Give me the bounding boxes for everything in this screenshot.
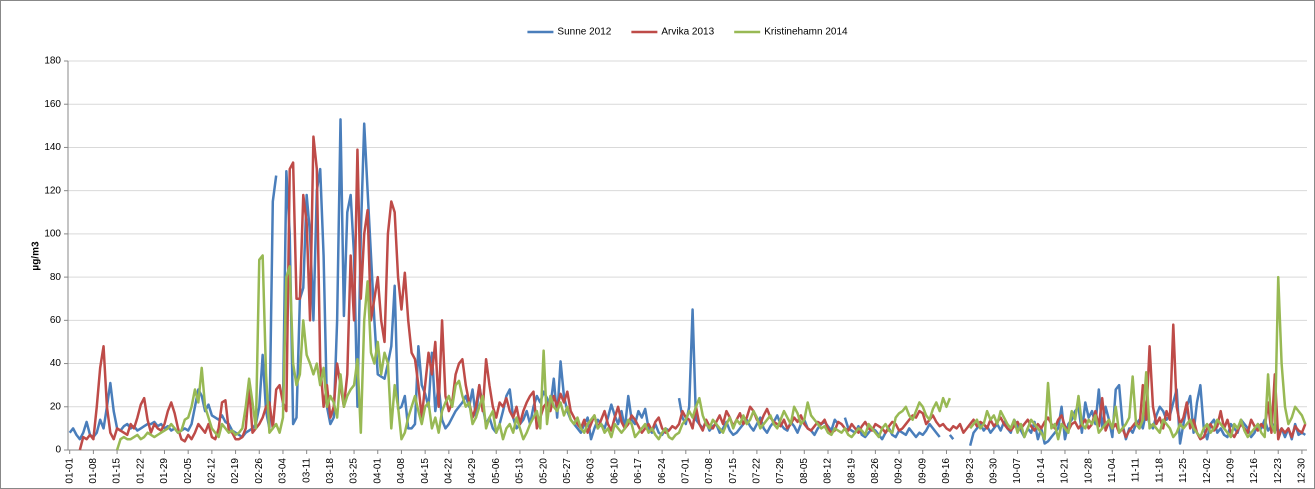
legend: Sunne 2012 Arvika 2013 Kristinehamn 2014 [527, 27, 848, 38]
legend-label: Kristinehamn 2014 [764, 27, 848, 38]
x-tick-label: 06-17 [633, 458, 644, 484]
x-tick-label: 02-19 [230, 458, 241, 484]
x-tick-label: 10-21 [1060, 458, 1071, 484]
y-tick-label: 140 [44, 142, 61, 153]
y-tick-label: 80 [50, 272, 62, 283]
x-tick-label: 10-28 [1083, 458, 1094, 484]
x-tick-label: 05-06 [491, 458, 502, 484]
x-tick-label: 02-05 [183, 458, 194, 484]
x-tick-label: 04-29 [467, 458, 478, 484]
series-line [115, 254, 1307, 451]
x-tick-label: 09-23 [965, 458, 976, 484]
x-tick-label: 07-29 [775, 458, 786, 484]
x-tick-label: 04-08 [396, 458, 407, 484]
x-tick-label: 11-04 [1107, 458, 1118, 483]
y-tick-label: 120 [44, 185, 61, 196]
x-tick-label: 04-01 [372, 458, 383, 484]
x-tick-label: 09-30 [989, 458, 1000, 484]
x-tick-label: 03-11 [301, 458, 312, 483]
x-tick-label: 12-02 [1202, 458, 1213, 484]
x-tick-label: 01-29 [159, 458, 170, 484]
y-axis-label: µg/m3 [31, 241, 42, 271]
x-tick-label: 02-26 [254, 458, 265, 484]
x-tick-label: 04-22 [443, 458, 454, 484]
x-tick-label: 10-14 [1036, 458, 1047, 484]
x-tick-label: 07-22 [752, 458, 763, 484]
x-tick-label: 12-09 [1225, 458, 1236, 484]
x-tick-label: 11-18 [1154, 458, 1165, 483]
x-tick-label: 01-15 [112, 458, 123, 484]
x-tick-label: 12-23 [1273, 458, 1284, 484]
x-tick-label: 05-20 [538, 458, 549, 484]
x-tick-label: 08-26 [870, 458, 881, 484]
x-tick-label: 06-10 [609, 458, 620, 484]
x-tick-label: 08-05 [799, 458, 810, 484]
x-tick-label: 12-30 [1297, 458, 1308, 484]
x-tick-label: 06-03 [586, 458, 597, 484]
x-tick-label: 05-13 [515, 458, 526, 484]
y-tick-label: 60 [50, 315, 62, 326]
x-tick-label: 01-22 [135, 458, 146, 484]
x-tick-label: 01-01 [64, 458, 75, 484]
x-tick-label: 03-18 [325, 458, 336, 484]
y-tick-label: 0 [55, 445, 61, 456]
x-tick-label: 11-25 [1178, 458, 1189, 483]
x-tick-label: 12-16 [1249, 458, 1260, 484]
x-tick-label: 10-07 [1012, 458, 1023, 484]
y-tick-label: 180 [44, 56, 61, 67]
x-tick-label: 09-02 [894, 458, 905, 484]
y-tick-label: 160 [44, 99, 61, 110]
y-tick-label: 100 [44, 229, 61, 240]
x-tick-label: 11-11 [1131, 458, 1142, 483]
x-tick-label: 04-15 [420, 458, 431, 484]
y-tick-label: 20 [50, 401, 62, 412]
x-tick-label: 02-12 [207, 458, 218, 484]
legend-label: Arvika 2013 [661, 27, 714, 38]
x-tick-label: 03-04 [278, 458, 289, 484]
x-tick-label: 05-27 [562, 458, 573, 484]
x-tick-label: 03-25 [349, 458, 360, 484]
x-tick-label: 06-24 [657, 458, 668, 484]
x-tick-label: 07-01 [680, 458, 691, 484]
x-tick-label: 09-16 [941, 458, 952, 484]
x-tick-label: 09-09 [917, 458, 928, 484]
x-tick-label: 08-12 [823, 458, 834, 484]
legend-label: Sunne 2012 [557, 27, 611, 38]
y-tick-label: 40 [50, 358, 62, 369]
x-tick-label: 07-15 [728, 458, 739, 484]
x-tick-label: 08-19 [846, 458, 857, 484]
x-tick-label: 01-08 [88, 458, 99, 484]
x-tick-label: 07-08 [704, 458, 715, 484]
